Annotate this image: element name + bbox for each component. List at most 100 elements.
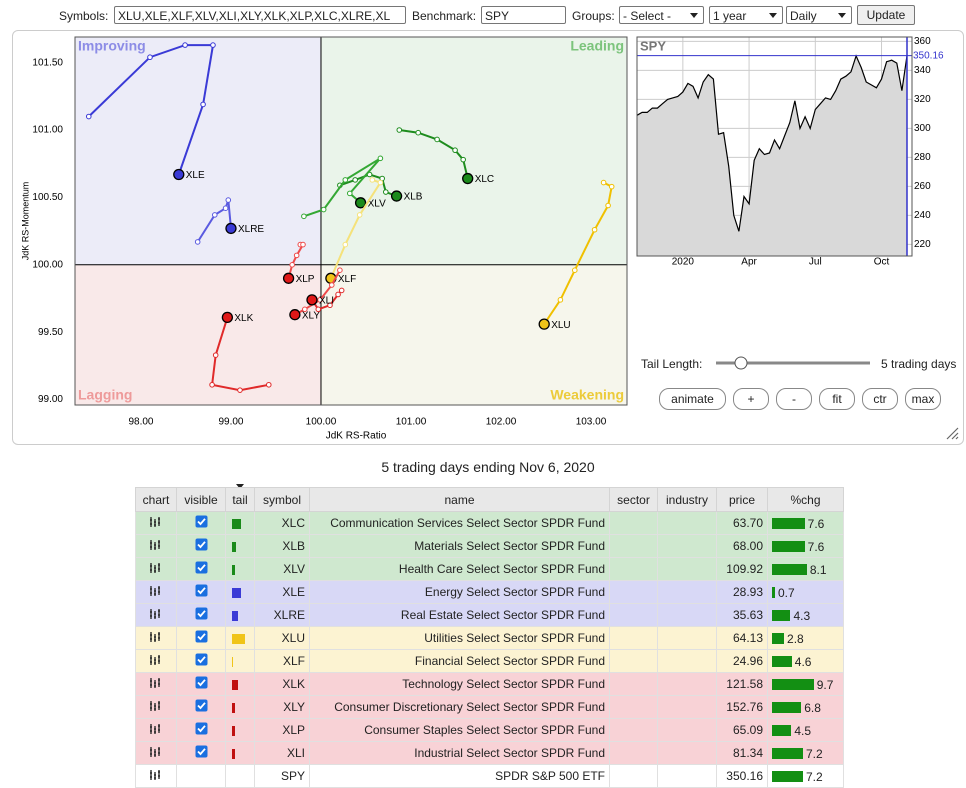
button[interactable]: fit [819,388,855,410]
tail-point [85,113,92,120]
checkbox[interactable] [195,538,208,551]
tail-cell [225,649,255,673]
tail-cell [225,603,255,627]
chg-value: 4.3 [793,608,811,623]
column-header: tail [225,487,255,512]
tail-point [608,183,615,190]
head-point [354,197,367,209]
name-cell: Communication Services Select Sector SPD… [309,511,610,535]
name-cell: Utilities Select Sector SPDR Fund [309,626,610,650]
y-tick-label: 220 [914,239,931,250]
checkbox[interactable] [195,745,208,758]
chg-value: 0.7 [778,585,795,600]
benchmark-input[interactable]: SPY [481,6,566,24]
y-axis-label: JdK RS-Momentum [20,182,30,261]
chart-icon[interactable] [149,677,163,689]
update-button[interactable]: Update [857,5,915,25]
symbol-cell: XLP [254,718,310,742]
interval-select[interactable]: Daily [786,6,852,24]
visible-cell [176,580,226,604]
sector-cell [609,718,658,742]
column-header: %chg [767,487,844,512]
x-tick-label: 99.00 [218,417,243,428]
tail-length-label: Tail Length: [641,357,703,371]
candle-glyph [150,677,160,688]
chart-icon[interactable] [149,723,163,735]
chg-bar [772,655,792,667]
checkbox[interactable] [195,722,208,735]
chg-bar [772,586,775,598]
chart-cell [135,695,177,719]
tail-length-value: 5 trading days [881,357,957,371]
industry-cell [657,764,717,788]
price-cell: 64.13 [716,626,768,650]
industry-cell [657,557,717,581]
column-header: visible [176,487,226,512]
checkmark [196,702,206,710]
period-select[interactable]: 1 year [709,6,783,24]
tail-point [352,177,358,183]
symbols-input[interactable]: XLU,XLE,XLF,XLV,XLI,XLY,XLK,XLP,XLC,XLRE… [114,6,406,24]
chart-icon[interactable] [149,746,163,758]
candle-glyph [150,585,160,596]
chg-cell: 7.6 [767,511,844,535]
checkbox[interactable] [195,607,208,620]
checkbox[interactable] [195,699,208,712]
chart-icon[interactable] [149,608,163,620]
button[interactable]: ctr [862,388,898,410]
quadrant-label: Improving [78,38,146,54]
tail-cell [225,718,255,742]
slider-knob[interactable] [734,356,748,370]
candle-glyph [150,539,160,550]
chart-icon[interactable] [149,516,163,528]
chg-value: 9.7 [816,677,834,692]
table-row: XLV Health Care Select Sector SPDR Fund 10… [135,557,844,581]
chart-icon[interactable] [149,585,163,597]
y-tick-label: 260 [914,181,931,192]
chart-icon[interactable] [149,654,163,666]
tail-bar [232,633,245,644]
chg-cell: 4.5 [767,718,844,742]
chg-value: 2.8 [787,631,804,646]
tail-point [300,241,306,248]
table-body: XLC Communication Services Select Sector … [135,511,844,788]
checkmark [196,679,206,687]
tail-point [342,241,349,248]
tail-point [346,190,353,197]
tail-cell [225,741,255,765]
y-tick-label: 101.50 [32,57,63,68]
chg-bar [772,540,805,552]
symbol-cell: XLI [254,741,310,765]
checkbox[interactable] [195,584,208,597]
chart-icon[interactable] [149,539,163,551]
checkbox[interactable] [195,561,208,574]
groups-select[interactable]: - Select - [619,6,704,24]
button[interactable]: - [776,388,812,410]
chart-icon[interactable] [149,631,163,643]
sector-cell [609,511,658,535]
chg-cell: 4.6 [767,649,844,673]
tail-slider[interactable] [714,355,874,371]
sector-cell [609,626,658,650]
column-header: industry [657,487,717,512]
button[interactable]: animate [659,388,726,410]
visible-cell [176,603,226,627]
chart-icon[interactable] [149,562,163,574]
chart-icon[interactable] [149,769,163,781]
chg-value: 7.6 [807,539,825,554]
chart-icon[interactable] [149,700,163,712]
resize-grip[interactable] [944,425,960,441]
checkbox[interactable] [195,515,208,528]
checkbox[interactable] [195,676,208,689]
button[interactable]: max [905,388,941,410]
sector-cell [609,557,658,581]
column-header: sector [609,487,658,512]
sector-cell [609,580,658,604]
checkbox[interactable] [195,653,208,666]
tail-bar [232,679,238,690]
column-header: chart [135,487,177,512]
symbol-cell: XLK [254,672,310,696]
button[interactable]: + [733,388,769,410]
head-point [173,168,185,181]
checkbox[interactable] [195,630,208,643]
